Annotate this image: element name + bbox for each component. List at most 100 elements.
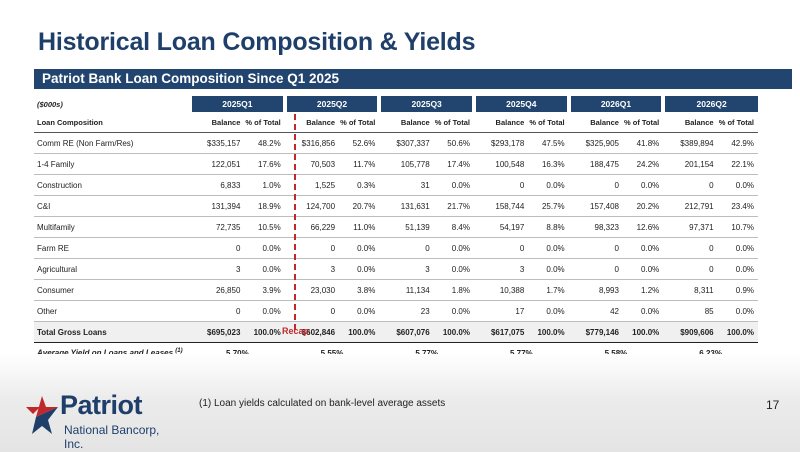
pct-cell: 100.0% xyxy=(429,321,474,343)
balance-cell: 26,850 xyxy=(190,279,241,301)
balance-cell: 105,778 xyxy=(379,153,430,175)
balance-cell: 212,791 xyxy=(663,195,714,217)
balance-cell: 0 xyxy=(284,300,336,322)
row-label-text: C&I xyxy=(37,201,51,211)
pct-cell: 1.0% xyxy=(240,174,285,196)
balance-cell: 0 xyxy=(663,174,714,196)
pct-cell: 10.7% xyxy=(713,216,758,238)
pct-cell: 0.0% xyxy=(429,174,474,196)
page-title: Historical Loan Composition & Yields xyxy=(38,28,476,56)
balance-cell: 0 xyxy=(190,300,241,322)
pct-cell: 0.0% xyxy=(713,300,758,322)
pct-cell: 10.5% xyxy=(240,216,285,238)
balance-cell: 10,388 xyxy=(473,279,525,301)
pct-cell: 100.0% xyxy=(240,321,285,343)
quarter-header: 2025Q4 xyxy=(471,96,569,112)
star-logo-icon xyxy=(26,396,58,434)
row-label-text: 1-4 Family xyxy=(37,159,75,169)
row-label-text: Construction xyxy=(37,180,82,190)
pct-cell: 23.4% xyxy=(713,195,758,217)
column-header-balance: Balance xyxy=(190,112,241,133)
balance-cell: $779,146 xyxy=(568,321,619,343)
pct-cell: 11.7% xyxy=(335,153,380,175)
logo-subtitle: National Bancorp, Inc. xyxy=(64,423,160,451)
yield-cell: 5.58% xyxy=(604,348,628,358)
yield-cell: 5.77% xyxy=(415,348,438,358)
balance-cell: 0 xyxy=(379,237,430,259)
balance-cell: 158,744 xyxy=(473,195,525,217)
column-header-balance: Balance xyxy=(379,112,430,133)
balance-cell: 54,197 xyxy=(473,216,525,238)
balance-cell: 0 xyxy=(568,174,619,196)
row-label-text: Farm RE xyxy=(37,243,69,253)
loan-composition-table: ($000s) 2025Q1 2025Q2 2025Q3 2025Q4 2026… xyxy=(34,96,758,363)
pct-cell: 0.0% xyxy=(618,258,664,280)
balance-cell: $316,856 xyxy=(284,132,336,154)
balance-cell: 23,030 xyxy=(284,279,336,301)
pct-cell: 0.3% xyxy=(335,174,380,196)
quarter-header: 2025Q2 xyxy=(282,96,380,112)
quarter-header: 2025Q3 xyxy=(377,96,474,112)
pct-cell: 17.6% xyxy=(240,153,285,175)
balance-cell: 0 xyxy=(473,237,525,259)
balance-cell: $325,905 xyxy=(568,132,619,154)
pct-cell: 100.0% xyxy=(524,321,569,343)
row-label-text: Total Gross Loans xyxy=(37,327,107,337)
pct-cell: 12.6% xyxy=(618,216,664,238)
balance-cell: 72,735 xyxy=(190,216,241,238)
pct-cell: 20.7% xyxy=(335,195,380,217)
pct-cell: 0.0% xyxy=(240,237,285,259)
row-label: 1-4 Family xyxy=(34,153,191,175)
table-row: Other 0 0.0% 0 0.0% 23 0.0% 17 0.0% 42 0.0% 85 0.0% xyxy=(34,300,758,322)
column-header-balance: Balance xyxy=(284,112,336,133)
balance-cell: 85 xyxy=(663,300,714,322)
balance-cell: 8,311 xyxy=(663,279,714,301)
column-header-balance: Balance xyxy=(473,112,525,133)
pct-cell: 0.0% xyxy=(335,300,380,322)
pct-cell: 0.0% xyxy=(524,300,569,322)
balance-cell: 70,503 xyxy=(284,153,336,175)
pct-cell: 22.1% xyxy=(713,153,758,175)
pct-cell: 0.0% xyxy=(335,258,380,280)
balance-cell: 17 xyxy=(473,300,525,322)
column-header-balance: Balance xyxy=(663,112,714,133)
logo-wordmark: Patriot xyxy=(60,390,143,420)
balance-cell: $389,894 xyxy=(663,132,714,154)
pct-cell: 3.8% xyxy=(335,279,380,301)
balance-cell: 3 xyxy=(190,258,241,280)
balance-cell: 0 xyxy=(190,237,241,259)
row-label: Consumer xyxy=(34,279,191,301)
pct-cell: 3.9% xyxy=(240,279,285,301)
balance-cell: 131,394 xyxy=(190,195,241,217)
balance-cell: 42 xyxy=(568,300,619,322)
balance-cell: 157,408 xyxy=(568,195,619,217)
pct-cell: 18.9% xyxy=(240,195,285,217)
pct-cell: 42.9% xyxy=(713,132,758,154)
pct-cell: 100.0% xyxy=(335,321,380,343)
row-label: Agricultural xyxy=(34,258,191,280)
balance-cell: $695,023 xyxy=(190,321,241,343)
table-row: Farm RE 0 0.0% 0 0.0% 0 0.0% 0 0.0% 0 0.0% 0 0.0% xyxy=(34,237,758,259)
yield-row: Average Yield on Loans and Leases (1) 5.7… xyxy=(34,343,758,364)
pct-cell: 20.2% xyxy=(618,195,664,217)
pct-cell: 0.0% xyxy=(524,174,569,196)
balance-cell: 51,139 xyxy=(379,216,430,238)
balance-cell: 0 xyxy=(663,237,714,259)
units-label: ($000s) xyxy=(37,99,63,109)
balance-cell: $293,178 xyxy=(473,132,525,154)
balance-cell: 31 xyxy=(379,174,430,196)
yield-cell: 5.77% xyxy=(509,348,533,358)
pct-cell: 21.7% xyxy=(429,195,474,217)
quarter-header: 2026Q2 xyxy=(661,96,758,112)
quarter-header-row: ($000s) 2025Q1 2025Q2 2025Q3 2025Q4 2026… xyxy=(34,96,758,112)
table-row: Agricultural 3 0.0% 3 0.0% 3 0.0% 3 0.0% 0 0.0% 0 0.… xyxy=(34,258,758,280)
pct-cell: 1.8% xyxy=(429,279,474,301)
pct-cell: 0.0% xyxy=(713,174,758,196)
column-header-balance: Balance xyxy=(568,112,619,133)
column-header-pct: % of Total xyxy=(240,112,285,133)
pct-cell: 17.4% xyxy=(429,153,474,175)
pct-cell: 50.6% xyxy=(429,132,474,154)
balance-cell: 1,525 xyxy=(284,174,336,196)
recap-divider xyxy=(294,114,296,330)
balance-cell: 66,229 xyxy=(284,216,336,238)
